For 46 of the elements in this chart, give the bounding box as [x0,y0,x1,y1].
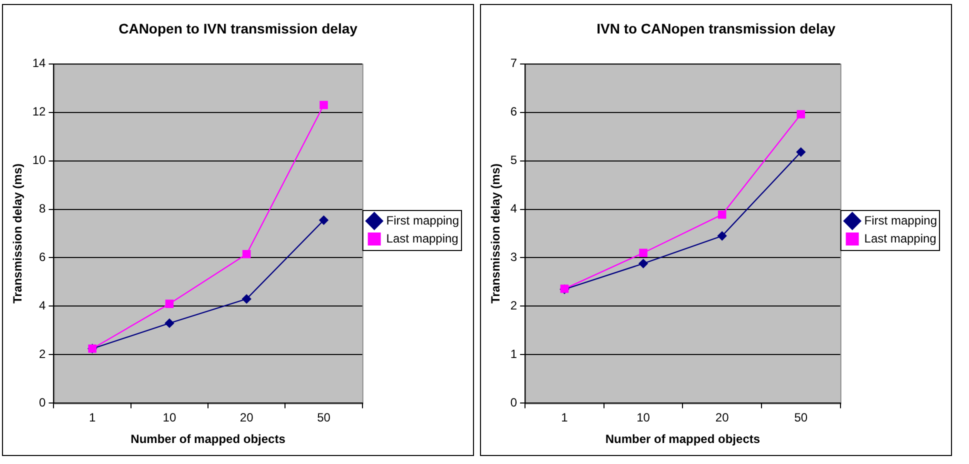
legend-label: First mapping [864,213,938,228]
x-tick-label: 10 [162,410,176,425]
legend-label: Last mapping [864,231,936,246]
x-tick-label: 50 [794,410,808,425]
legend-label: Last mapping [386,231,458,246]
y-tick-label: 4 [510,202,518,216]
x-tick-label: 1 [561,410,568,425]
chart-title: CANopen to IVN transmission delay [118,20,358,36]
y-tick-label: 4 [39,298,46,313]
y-tick-label: 2 [39,347,46,362]
y-tick-label: 6 [510,104,518,119]
point [718,210,726,219]
y-tick-label: 2 [510,298,518,313]
x-tick-label: 50 [317,410,331,425]
legend-label: First mapping [386,213,460,228]
y-tick-label: 10 [32,153,46,168]
y-tick-label: 14 [32,56,46,70]
point [796,147,806,157]
point [242,294,252,304]
x-tick-label: 1 [88,410,96,425]
y-tick-label: 1 [510,347,518,362]
point [796,110,806,118]
point [320,100,328,110]
y-tick-label: 0 [39,396,46,410]
y-tick-label: 12 [32,104,46,119]
x-tick-label: 20 [715,410,730,425]
y-tick-label: 3 [510,250,518,264]
y-axis-title: Transmission delay (ms) [488,163,503,304]
y-tick-label: 7 [510,56,518,70]
y-axis-title: Transmission delay (ms) [10,163,25,304]
point [242,250,251,258]
point [164,318,174,328]
y-tick-label: 5 [510,153,518,168]
y-tick-label: 6 [39,250,46,264]
point [717,231,727,241]
y-tick-label: 0 [510,396,518,410]
point [638,258,648,268]
chart-title: IVN to CANopen transmission delay [596,20,836,36]
x-tick-label: 20 [240,410,254,425]
y-tick-label: 8 [39,202,46,216]
x-axis-title: Number of mapped objects [605,432,760,446]
point [165,300,174,308]
point [639,248,648,258]
point [319,216,328,225]
x-axis-title: Number of mapped objects [130,432,286,446]
x-tick-label: 10 [636,410,650,425]
